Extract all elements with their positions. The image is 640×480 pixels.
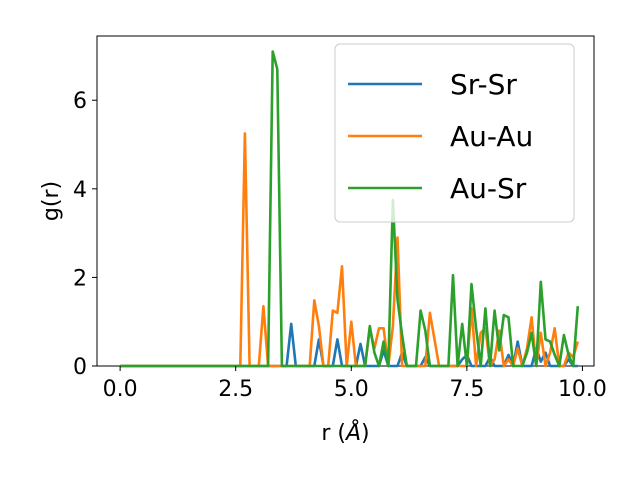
y-tick-label: 0 (73, 355, 87, 380)
x-axis-label: r (Å) (321, 419, 369, 446)
x-tick-label: 2.5 (218, 377, 253, 402)
y-axis-label: g(r) (39, 181, 64, 221)
x-axis: 0.0 2.5 5.0 7.5 10.0 (103, 366, 607, 402)
legend-label: Au-Au (450, 120, 533, 153)
x-tick-label: 10.0 (558, 377, 607, 402)
legend-label: Au-Sr (450, 172, 527, 205)
legend: Sr-Sr Au-Au Au-Sr (334, 43, 575, 223)
y-tick-label: 4 (73, 178, 87, 203)
y-tick-label: 6 (73, 89, 87, 114)
legend-box (334, 43, 575, 223)
x-tick-label: 5.0 (334, 377, 369, 402)
legend-label: Sr-Sr (450, 68, 517, 101)
y-tick-label: 2 (73, 266, 87, 291)
x-tick-label: 0.0 (103, 377, 138, 402)
x-tick-label: 7.5 (449, 377, 484, 402)
y-axis: 0 2 4 6 (73, 89, 97, 380)
